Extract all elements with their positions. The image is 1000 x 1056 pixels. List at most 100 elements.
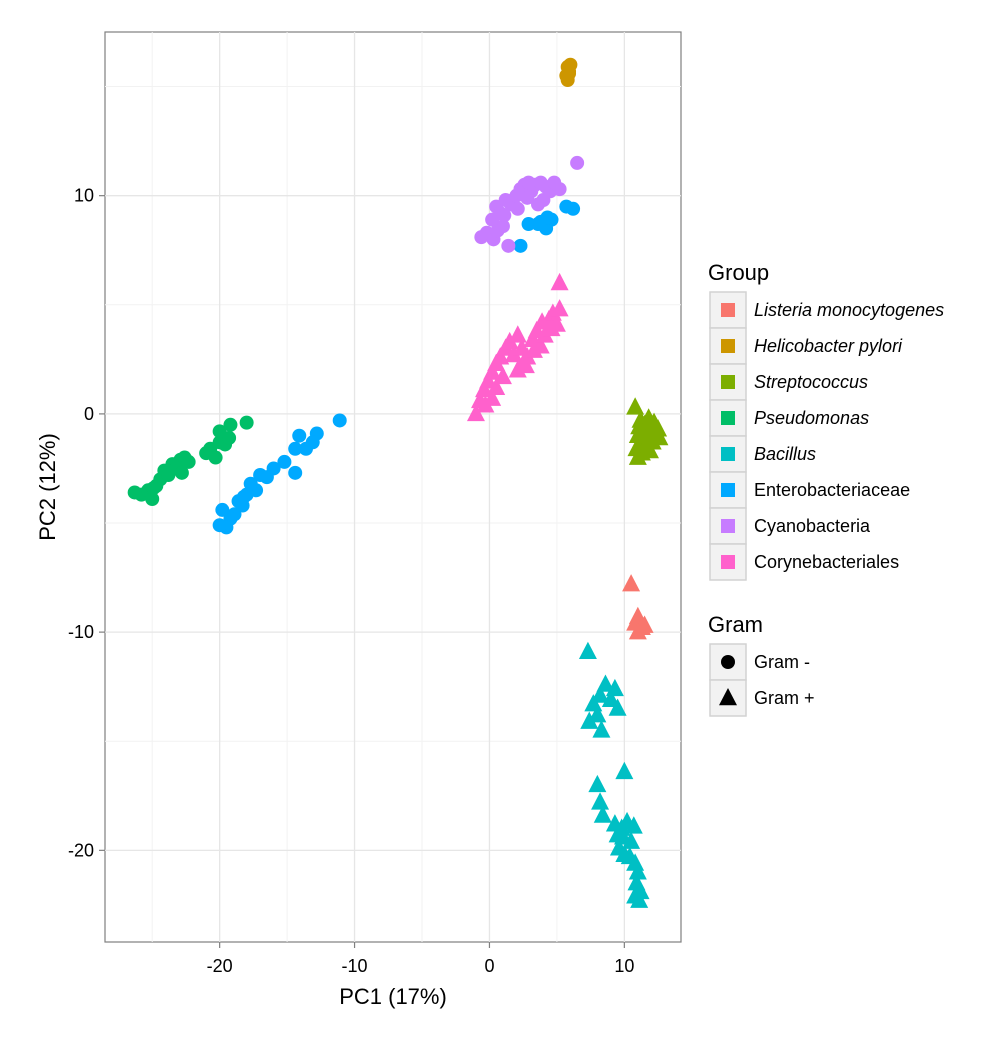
point-cyanobacteria	[495, 219, 510, 234]
point-streptococcus	[650, 427, 669, 446]
point-pseudomonas	[239, 415, 254, 430]
point-bacillus	[608, 698, 627, 716]
point-bacillus	[613, 827, 632, 845]
legend-swatch	[721, 519, 735, 533]
point-cyanobacteria	[552, 182, 567, 197]
grid	[105, 32, 681, 942]
legend-circle-symbol	[721, 655, 735, 669]
legend-group-label: Listeria monocytogenes	[754, 300, 944, 320]
point-enterobacteriaceae	[332, 413, 347, 428]
legend-gram-label: Gram -	[754, 652, 810, 672]
point-bacillus	[605, 678, 624, 697]
point-streptococcus	[640, 440, 659, 459]
point-enterobacteriaceae	[513, 238, 528, 253]
point-bacillus	[593, 805, 612, 823]
point-enterobacteriaceae	[292, 428, 307, 443]
legend-gram-label: Gram +	[754, 688, 815, 708]
legend-swatch	[721, 339, 735, 353]
axes: -20 -10 0 10 -20 -10 0 10	[68, 186, 634, 976]
point-corynebacteriales	[523, 329, 542, 347]
point-corynebacteriales	[479, 371, 498, 389]
x-tick-label: 10	[614, 956, 634, 976]
legend-group-label: Cyanobacteria	[754, 516, 871, 536]
legend-swatch	[721, 375, 735, 389]
point-enterobacteriaceae	[277, 454, 292, 469]
y-tick-label: 10	[74, 186, 94, 206]
point-bacillus	[624, 816, 643, 834]
legend-swatch	[721, 411, 735, 425]
legend-group: Group Listeria monocytogenes Helicobacter…	[708, 260, 944, 581]
point-corynebacteriales	[504, 344, 523, 363]
x-tick-label: 0	[484, 956, 494, 976]
point-bacillus	[596, 674, 615, 692]
point-bacillus	[601, 689, 620, 708]
point-bacillus	[615, 761, 634, 780]
point-cyanobacteria	[510, 201, 525, 216]
point-corynebacteriales	[550, 299, 569, 317]
point-bacillus	[592, 720, 611, 738]
point-listeria-monocytogenes	[635, 615, 654, 633]
legend-group-label: Helicobacter pylori	[754, 336, 903, 356]
point-bacillus	[628, 862, 647, 880]
point-enterobacteriaceae	[212, 518, 227, 533]
point-bacillus	[588, 705, 607, 723]
y-axis-label: PC2 (12%)	[35, 433, 60, 541]
legend-key-box	[709, 363, 747, 401]
legend-group-label: Bacillus	[754, 444, 816, 464]
legend-swatch	[721, 303, 735, 317]
point-streptococcus	[626, 397, 645, 415]
y-tick-label: -20	[68, 840, 94, 860]
point-pseudomonas	[145, 492, 160, 507]
point-bacillus	[580, 711, 599, 729]
point-corynebacteriales	[483, 362, 502, 380]
legend-group-label: Pseudomonas	[754, 408, 869, 428]
point-corynebacteriales	[524, 340, 543, 358]
point-cyanobacteria	[501, 238, 516, 253]
point-pseudomonas	[181, 454, 196, 469]
point-enterobacteriaceae	[288, 465, 303, 480]
point-pseudomonas	[212, 424, 227, 439]
y-tick-label: -10	[68, 622, 94, 642]
legend-swatch	[721, 447, 735, 461]
legend-triangle-symbol	[719, 687, 737, 706]
point-corynebacteriales	[491, 347, 510, 365]
legend-group-label: Streptococcus	[754, 372, 868, 392]
point-corynebacteriales	[487, 377, 506, 395]
point-pseudomonas	[174, 465, 189, 480]
point-corynebacteriales	[533, 312, 552, 330]
point-corynebacteriales	[493, 366, 512, 385]
point-corynebacteriales	[516, 355, 535, 374]
point-corynebacteriales	[466, 403, 485, 422]
legend-swatch	[721, 555, 735, 569]
point-enterobacteriaceae	[215, 502, 230, 517]
legend-swatch	[721, 483, 735, 497]
point-bacillus	[622, 831, 641, 849]
data-points	[127, 57, 669, 908]
x-tick-label: -10	[342, 956, 368, 976]
legend-group-label: Corynebacteriales	[754, 552, 899, 572]
x-tick-label: -20	[207, 956, 233, 976]
point-listeria-monocytogenes	[622, 574, 641, 592]
point-enterobacteriaceae	[243, 476, 258, 491]
x-axis-label: PC1 (17%)	[339, 984, 447, 1009]
plot-panel	[104, 31, 682, 943]
legend-group-title: Group	[708, 260, 769, 285]
point-enterobacteriaceae	[298, 441, 313, 456]
point-corynebacteriales	[500, 331, 519, 350]
point-bacillus	[591, 685, 610, 703]
point-cyanobacteria	[497, 208, 512, 223]
point-enterobacteriaceae	[531, 217, 546, 232]
point-bacillus	[591, 792, 610, 810]
y-tick-label: 0	[84, 404, 94, 424]
point-streptococcus	[628, 447, 647, 465]
point-corynebacteriales	[550, 272, 569, 291]
point-corynebacteriales	[542, 318, 561, 337]
point-bacillus	[630, 890, 649, 908]
point-enterobacteriaceae	[236, 489, 251, 504]
point-bacillus	[578, 641, 597, 660]
point-cyanobacteria	[521, 175, 536, 190]
point-enterobacteriaceae	[566, 201, 581, 216]
point-cyanobacteria	[570, 155, 585, 170]
